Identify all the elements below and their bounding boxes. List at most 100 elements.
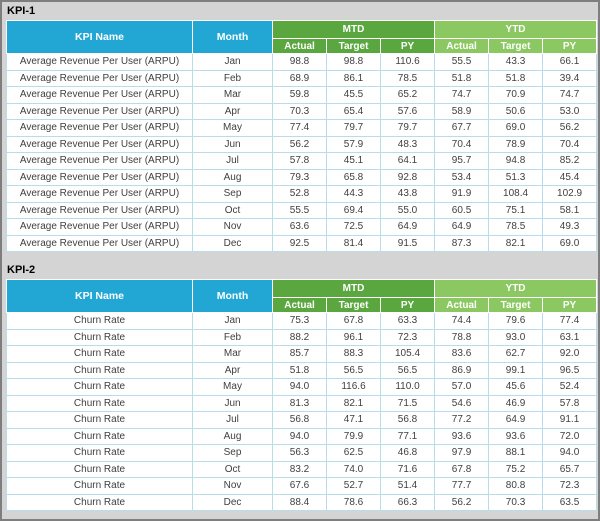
value-cell: 64.1 <box>379 152 436 170</box>
value-cell: 81.3 <box>272 394 327 412</box>
month-cell: Apr <box>192 361 273 379</box>
value-cell: 75.2 <box>488 460 544 478</box>
value-cell: 57.0 <box>434 378 490 396</box>
value-cell: 55.0 <box>379 201 436 219</box>
value-cell: 83.6 <box>434 345 490 363</box>
value-cell: 98.8 <box>326 53 381 71</box>
value-cell: 88.2 <box>272 328 327 346</box>
kpi-name-cell: Average Revenue Per User (ARPU) <box>6 168 193 186</box>
table-row: Average Revenue Per User (ARPU) Aug 79.3 65… <box>6 168 598 186</box>
month-cell: Dec <box>192 493 273 511</box>
table-row: Churn Rate May 94.0 116.6 110.0 57.0 45.6 52.4 <box>6 378 598 396</box>
month-cell: May <box>192 378 273 396</box>
month-cell: Jun <box>192 394 273 412</box>
month-cell: May <box>192 119 273 137</box>
table-title-kpi2: KPI-2 <box>7 264 36 276</box>
month-cell: Jul <box>192 411 273 429</box>
value-cell: 70.9 <box>488 86 544 104</box>
value-cell: 94.0 <box>272 378 327 396</box>
value-cell: 110.6 <box>379 53 436 71</box>
mtd-target-header: Target <box>326 38 381 54</box>
value-cell: 52.8 <box>272 185 327 203</box>
kpi2-table: KPI Name Month MTD YTD Actual Target PY … <box>6 279 598 511</box>
month-cell: Oct <box>192 201 273 219</box>
month-cell: Sep <box>192 185 273 203</box>
value-cell: 55.5 <box>434 53 490 71</box>
month-cell: Jan <box>192 53 273 71</box>
month-cell: Aug <box>192 427 273 445</box>
value-cell: 77.7 <box>434 477 490 495</box>
table-row: Churn Rate Oct 83.2 74.0 71.6 67.8 75.2 65.7 <box>6 460 598 478</box>
table-row: Average Revenue Per User (ARPU) Jan 98.8 98… <box>6 53 598 71</box>
month-cell: Apr <box>192 102 273 120</box>
value-cell: 51.8 <box>434 69 490 87</box>
value-cell: 70.3 <box>488 493 544 511</box>
kpi-name-cell: Average Revenue Per User (ARPU) <box>6 119 193 137</box>
value-cell: 110.0 <box>379 378 436 396</box>
table-row: Average Revenue Per User (ARPU) May 77.4 79… <box>6 119 598 137</box>
table-row: Churn Rate Sep 56.3 62.5 46.8 97.9 88.1 94.0 <box>6 444 598 462</box>
value-cell: 98.8 <box>272 53 327 71</box>
value-cell: 78.5 <box>488 218 544 236</box>
value-cell: 94.0 <box>542 444 598 462</box>
kpi2-table-body: Churn Rate Jan 75.3 67.8 63.3 74.4 79.6 77.4 Chu… <box>6 312 598 511</box>
value-cell: 63.3 <box>379 312 436 330</box>
value-cell: 71.6 <box>379 460 436 478</box>
value-cell: 79.6 <box>488 312 544 330</box>
value-cell: 45.6 <box>488 378 544 396</box>
mtd-group-header: MTD <box>271 279 436 298</box>
ytd-target-header: Target <box>488 297 544 313</box>
kpi1-block: KPI-1 KPI Name Month MTD YTD Actual Targ… <box>6 5 598 252</box>
value-cell: 63.6 <box>272 218 327 236</box>
value-cell: 81.4 <box>326 234 381 252</box>
value-cell: 53.0 <box>542 102 598 120</box>
value-cell: 78.8 <box>434 328 490 346</box>
kpi-name-cell: Average Revenue Per User (ARPU) <box>6 152 193 170</box>
value-cell: 59.8 <box>272 86 327 104</box>
value-cell: 52.7 <box>326 477 381 495</box>
value-cell: 79.7 <box>326 119 381 137</box>
value-cell: 77.4 <box>542 312 598 330</box>
table-row: Churn Rate Nov 67.6 52.7 51.4 77.7 80.8 72.3 <box>6 477 598 495</box>
table-row: Average Revenue Per User (ARPU) Feb 68.9 86… <box>6 69 598 87</box>
table-row: Churn Rate Feb 88.2 96.1 72.3 78.8 93.0 63.1 <box>6 328 598 346</box>
value-cell: 79.9 <box>326 427 381 445</box>
kpi1-table: KPI Name Month MTD YTD Actual Target PY … <box>6 20 598 252</box>
month-cell: Nov <box>192 218 273 236</box>
value-cell: 39.4 <box>542 69 598 87</box>
value-cell: 65.7 <box>542 460 598 478</box>
kpi-name-cell: Average Revenue Per User (ARPU) <box>6 69 193 87</box>
month-cell: Dec <box>192 234 273 252</box>
kpi-name-cell: Churn Rate <box>6 411 193 429</box>
table-row: Average Revenue Per User (ARPU) Jun 56.2 57… <box>6 135 598 153</box>
value-cell: 57.8 <box>272 152 327 170</box>
value-cell: 49.3 <box>542 218 598 236</box>
month-cell: Nov <box>192 477 273 495</box>
value-cell: 62.7 <box>488 345 544 363</box>
kpi-name-cell: Churn Rate <box>6 493 193 511</box>
value-cell: 78.5 <box>379 69 436 87</box>
kpi-name-cell: Churn Rate <box>6 345 193 363</box>
value-cell: 74.7 <box>434 86 490 104</box>
value-cell: 65.8 <box>326 168 381 186</box>
value-cell: 56.2 <box>272 135 327 153</box>
value-cell: 58.9 <box>434 102 490 120</box>
value-cell: 86.9 <box>434 361 490 379</box>
value-cell: 60.5 <box>434 201 490 219</box>
value-cell: 62.5 <box>326 444 381 462</box>
value-cell: 92.8 <box>379 168 436 186</box>
value-cell: 57.8 <box>542 394 598 412</box>
month-cell: Feb <box>192 69 273 87</box>
value-cell: 77.1 <box>379 427 436 445</box>
value-cell: 92.5 <box>272 234 327 252</box>
mtd-group-header: MTD <box>271 20 436 39</box>
value-cell: 43.3 <box>488 53 544 71</box>
table-title-kpi1: KPI-1 <box>7 5 36 17</box>
value-cell: 80.8 <box>488 477 544 495</box>
value-cell: 67.8 <box>326 312 381 330</box>
month-cell: Aug <box>192 168 273 186</box>
kpi-name-cell: Churn Rate <box>6 361 193 379</box>
month-cell: Jun <box>192 135 273 153</box>
kpi-name-cell: Churn Rate <box>6 460 193 478</box>
mtd-py-header: PY <box>379 297 436 313</box>
